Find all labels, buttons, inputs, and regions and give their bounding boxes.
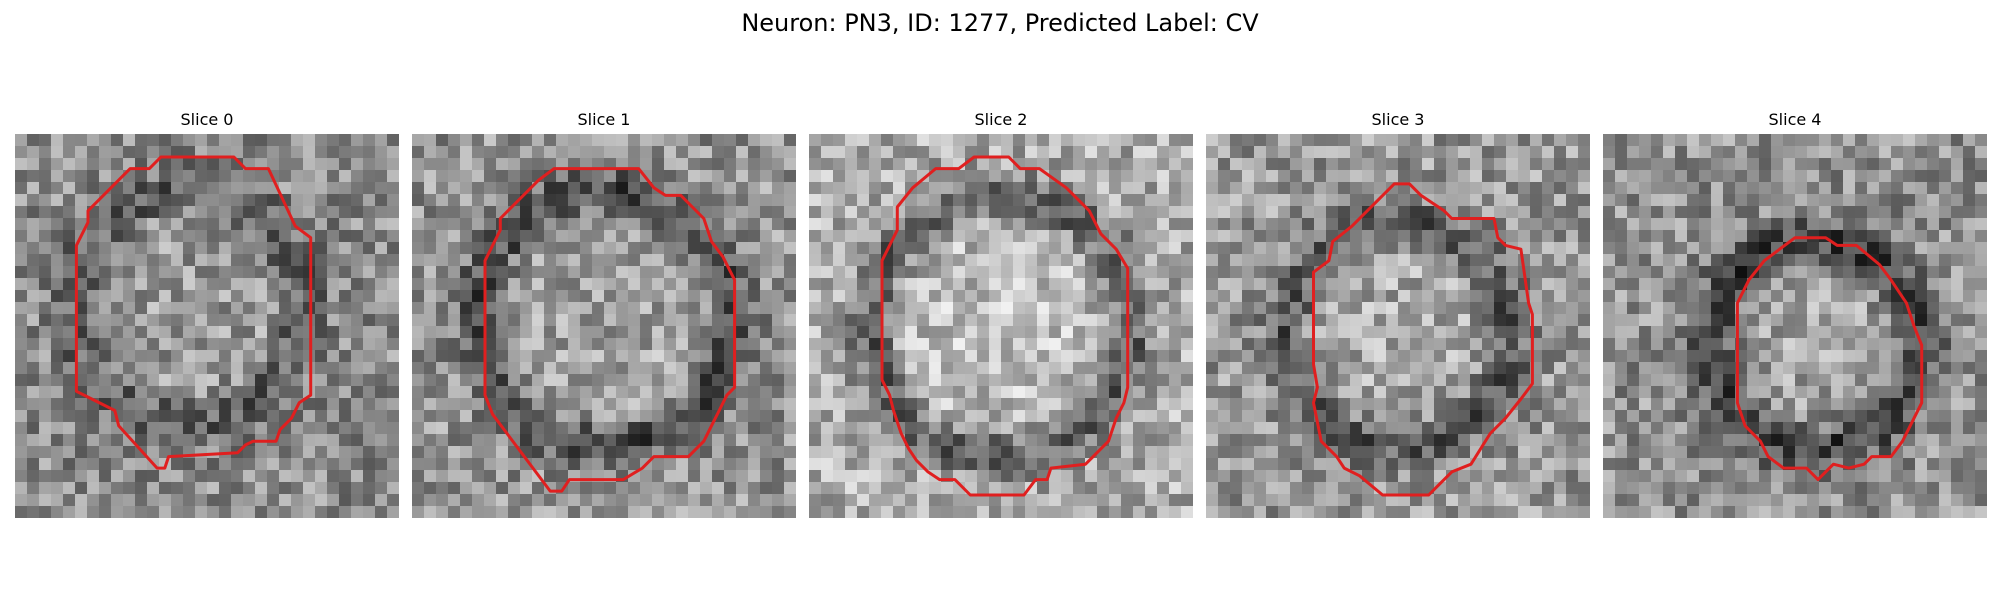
cell-contour-3 <box>1312 182 1534 497</box>
slice-title-2: Slice 2 <box>974 110 1028 129</box>
cell-contour-0 <box>74 155 313 470</box>
slice-image-4 <box>1603 134 1987 518</box>
figure-title: Neuron: PN3, ID: 1277, Predicted Label: … <box>741 9 1259 37</box>
slice-image-1 <box>412 134 796 518</box>
slice-pixels-0 <box>15 134 399 518</box>
slice-image-3 <box>1206 134 1590 518</box>
slice-title-0: Slice 0 <box>180 110 234 129</box>
cell-contour-2 <box>880 155 1130 497</box>
slice-image-0 <box>15 134 399 518</box>
slice-title-4: Slice 4 <box>1768 110 1822 129</box>
slice-pixels-2 <box>809 134 1193 518</box>
slice-pixels-1 <box>412 134 796 518</box>
slice-title-1: Slice 1 <box>577 110 631 129</box>
slice-title-3: Slice 3 <box>1371 110 1425 129</box>
slice-image-2 <box>809 134 1193 518</box>
slice-pixels-4 <box>1603 134 1987 518</box>
cell-contour-4 <box>1735 236 1924 482</box>
cell-contour-1 <box>483 167 737 493</box>
